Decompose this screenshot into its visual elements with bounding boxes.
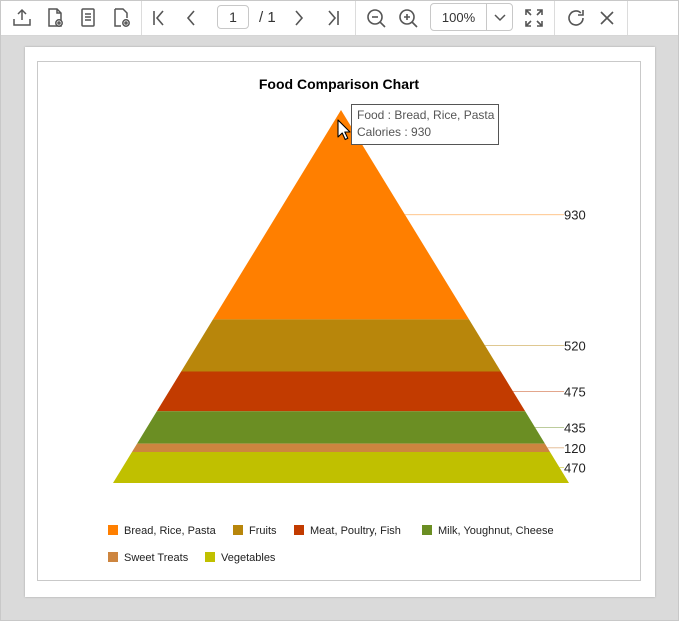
page-number-input[interactable] <box>217 5 249 29</box>
data-label: 470 <box>564 460 586 475</box>
pyramid-segment <box>137 411 545 444</box>
pyramid-segment <box>181 319 501 372</box>
data-label: 520 <box>564 338 586 353</box>
zoom-out-icon[interactable] <box>362 4 390 32</box>
page-total: / 1 <box>259 9 276 26</box>
data-label: 120 <box>564 441 586 456</box>
toolbar-separator <box>141 1 142 35</box>
chart-tooltip: Food : Bread, Rice, Pasta Calories : 930 <box>351 104 500 145</box>
zoom-value: 100% <box>431 4 487 30</box>
legend-item: Bread, Rice, Pasta <box>124 525 217 537</box>
chevron-down-icon[interactable] <box>487 4 512 30</box>
legend-item: Fruits <box>249 525 277 537</box>
legend-item: Meat, Poultry, Fish <box>310 525 401 537</box>
fit-page-icon[interactable] <box>520 4 548 32</box>
zoom-in-icon[interactable] <box>394 4 422 32</box>
pyramid-segment <box>212 110 470 320</box>
chart-title: Food Comparison Chart <box>259 76 420 92</box>
legend-item: Sweet Treats <box>124 552 189 564</box>
legend-swatch <box>108 552 118 562</box>
tooltip-line-food: Food : Bread, Rice, Pasta <box>357 108 495 122</box>
pyramid-segment <box>113 451 569 483</box>
last-page-icon[interactable] <box>319 4 347 32</box>
pyramid-chart: Food Comparison Chart 930 520 475 435 120 470 B… <box>108 76 586 564</box>
legend-item: Milk, Youghnut, Cheese <box>438 525 554 537</box>
refresh-icon[interactable] <box>562 4 590 32</box>
mouse-cursor-icon <box>337 119 351 141</box>
report-viewport[interactable]: Food Comparison Chart 930 520 475 435 120 470 B… <box>1 36 678 620</box>
save-icon[interactable] <box>41 4 69 32</box>
legend-item: Vegetables <box>221 552 276 564</box>
previous-page-icon[interactable] <box>177 4 205 32</box>
first-page-icon[interactable] <box>145 4 173 32</box>
toolbar-separator <box>627 1 628 35</box>
next-page-icon[interactable] <box>285 4 313 32</box>
toolbar: / 1 100% <box>1 1 678 36</box>
toolbar-separator <box>554 1 555 35</box>
legend-swatch <box>422 525 432 535</box>
close-icon[interactable] <box>593 4 621 32</box>
document-icon[interactable] <box>74 4 102 32</box>
pyramid-segment <box>131 443 551 452</box>
legend-swatch <box>205 552 215 562</box>
tooltip-line-calories: Calories : 930 <box>357 125 432 139</box>
data-label: 930 <box>564 208 586 223</box>
pyramid-segment <box>156 371 526 412</box>
legend-swatch <box>294 525 304 535</box>
legend-swatch <box>233 525 243 535</box>
export-icon[interactable] <box>8 4 36 32</box>
zoom-select[interactable]: 100% <box>430 3 513 31</box>
data-label: 435 <box>564 420 586 435</box>
report-page: Food Comparison Chart 930 520 475 435 120 470 B… <box>25 47 655 597</box>
data-label: 475 <box>564 384 586 399</box>
chart-frame: Food Comparison Chart 930 520 475 435 120 470 B… <box>37 61 641 581</box>
settings-document-icon[interactable] <box>107 4 135 32</box>
toolbar-separator <box>355 1 356 35</box>
legend-swatch <box>108 525 118 535</box>
